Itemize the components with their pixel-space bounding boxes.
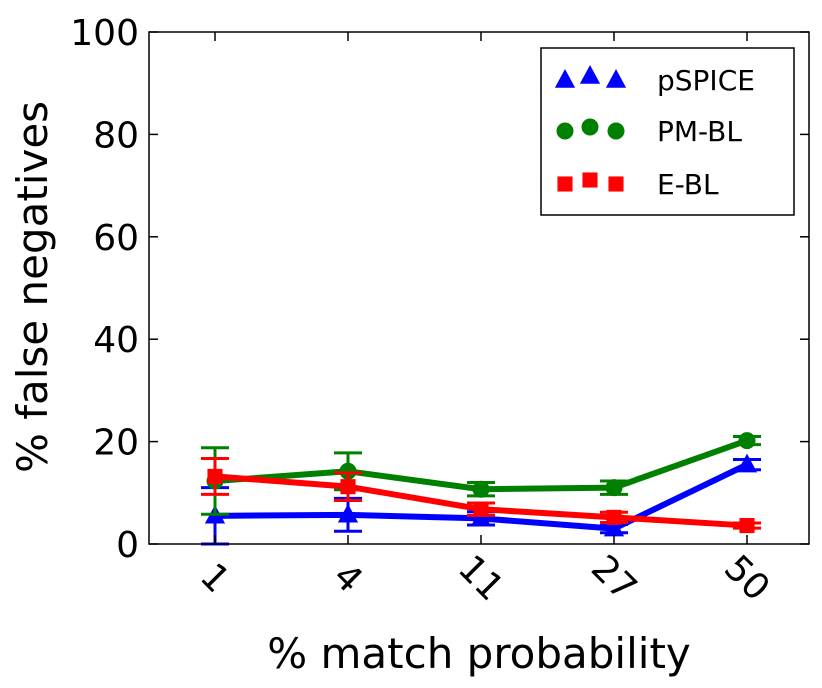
data-point (207, 468, 223, 484)
x-tick-label: 11 (450, 548, 511, 609)
y-tick-label: 40 (93, 320, 139, 361)
legend-item-pspice: pSPICE (554, 64, 755, 97)
data-point (470, 507, 492, 527)
plot-frame (148, 31, 810, 545)
y-tick-label: 80 (93, 115, 139, 156)
plot-area (201, 432, 761, 546)
data-point (606, 509, 622, 525)
y-axis-title: % false negatives (8, 101, 57, 473)
data-point (605, 479, 623, 497)
legend-label: E-BL (657, 168, 719, 201)
legend-marker (556, 122, 574, 140)
series-e-bl (201, 456, 761, 534)
legend-marker (554, 69, 576, 88)
legend-marker (605, 69, 627, 88)
legend-marker (608, 176, 624, 192)
legend-marker (581, 118, 599, 136)
y-tick-label: 60 (93, 218, 139, 259)
x-tick-label: 1 (192, 556, 237, 601)
series-pm-bl (201, 432, 761, 516)
x-tick-label: 27 (583, 548, 644, 609)
legend-marker (579, 65, 601, 84)
legend-label: PM-BL (657, 115, 742, 148)
data-point (739, 518, 755, 534)
legend-marker (582, 172, 598, 188)
x-tick-label: 50 (716, 548, 777, 609)
data-point (736, 453, 758, 473)
x-axis-title: % match probability (267, 629, 691, 678)
legend-marker (557, 176, 573, 192)
legend-marker (607, 122, 625, 140)
legend-item-pm-bl: PM-BL (556, 115, 742, 148)
data-point (473, 501, 489, 517)
y-tick-label: 100 (70, 13, 139, 54)
data-point (738, 432, 756, 450)
legend-label: pSPICE (657, 64, 755, 97)
x-tick-label: 4 (325, 556, 370, 601)
data-point (337, 503, 359, 523)
data-point (340, 479, 356, 495)
data-point (472, 480, 490, 498)
legend-item-e-bl: E-BL (557, 168, 719, 201)
legend: pSPICE PM-BL E-BL (540, 47, 795, 216)
y-tick-label: 20 (93, 423, 139, 464)
y-tick-label: 0 (116, 525, 139, 566)
series-pspice (201, 453, 761, 546)
